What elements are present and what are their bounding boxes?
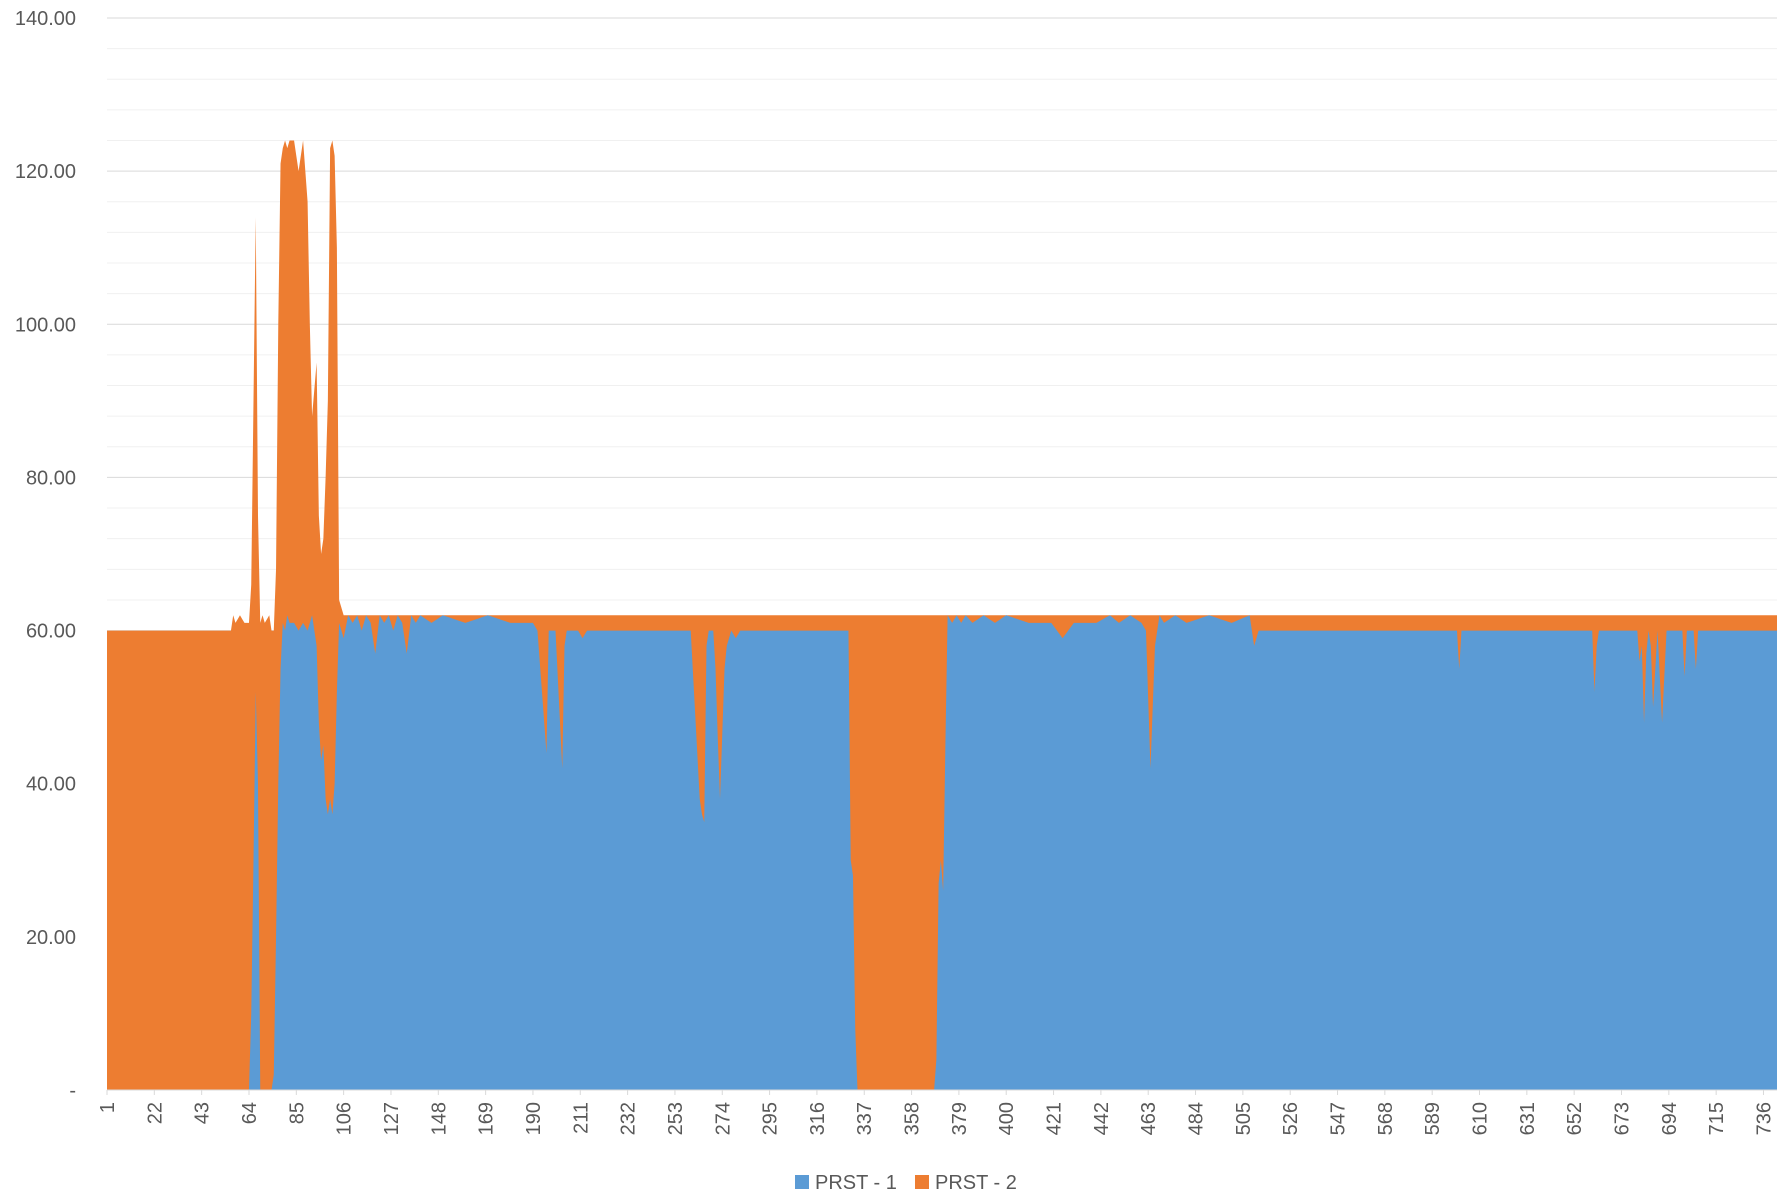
y-tick-label: 60.00	[26, 621, 76, 643]
y-tick-label: 140.00	[15, 8, 76, 30]
x-tick-label: 715	[1706, 1102, 1728, 1135]
legend-swatch-prst-1	[795, 1175, 809, 1189]
y-axis-tick-labels: - 20.00 40.00 60.00 80.00 100.00 120.00 140.00	[15, 8, 76, 1102]
x-tick-label: 1	[97, 1102, 119, 1113]
y-tick-label: 80.00	[26, 467, 76, 489]
x-tick-label: 169	[476, 1102, 498, 1135]
x-tick-label: 190	[523, 1102, 545, 1135]
x-tick-label: 736	[1753, 1102, 1775, 1135]
x-tick-label: 631	[1517, 1102, 1539, 1135]
x-tick-label: 64	[239, 1102, 261, 1124]
x-tick-label: 358	[902, 1102, 924, 1135]
y-tick-label: 100.00	[15, 314, 76, 336]
area-series	[107, 140, 1777, 1090]
y-tick-label: 20.00	[26, 927, 76, 949]
y-tick-label: 120.00	[15, 161, 76, 183]
x-tick-label: 484	[1186, 1102, 1208, 1135]
x-tick-label: 463	[1138, 1102, 1160, 1135]
x-tick-label: 547	[1328, 1102, 1350, 1135]
x-tick-label: 400	[996, 1102, 1018, 1135]
x-tick-label: 652	[1564, 1102, 1586, 1135]
legend: PRST - 1 PRST - 2	[795, 1172, 1017, 1194]
x-axis-tick-labels: 1 22 43 64 85 106 127 148 169 190 211 232 253 274 295 3…	[97, 1090, 1775, 1135]
x-tick-label: 316	[807, 1102, 829, 1135]
x-tick-label: 673	[1611, 1102, 1633, 1135]
x-tick-label: 694	[1659, 1102, 1681, 1135]
x-tick-label: 22	[144, 1102, 166, 1124]
series-area-prst-1	[107, 615, 1777, 1090]
x-tick-label: 442	[1091, 1102, 1113, 1135]
legend-label-prst-1: PRST - 1	[815, 1172, 897, 1194]
x-tick-label: 526	[1280, 1102, 1302, 1135]
legend-swatch-prst-2	[915, 1175, 929, 1189]
y-tick-label: 40.00	[26, 774, 76, 796]
x-tick-label: 295	[760, 1102, 782, 1135]
x-tick-label: 232	[618, 1102, 640, 1135]
y-tick-label: -	[69, 1080, 76, 1102]
x-tick-label: 421	[1044, 1102, 1066, 1135]
x-tick-label: 568	[1375, 1102, 1397, 1135]
x-tick-label: 505	[1233, 1102, 1255, 1135]
x-tick-label: 274	[712, 1102, 734, 1135]
x-tick-label: 43	[192, 1102, 214, 1124]
x-tick-label: 379	[949, 1102, 971, 1135]
x-tick-label: 610	[1470, 1102, 1492, 1135]
x-tick-label: 148	[428, 1102, 450, 1135]
x-tick-label: 253	[665, 1102, 687, 1135]
x-tick-label: 85	[286, 1102, 308, 1124]
x-tick-label: 589	[1422, 1102, 1444, 1135]
x-tick-label: 211	[570, 1102, 592, 1134]
x-tick-label: 127	[381, 1102, 403, 1135]
x-tick-label: 106	[334, 1102, 356, 1135]
x-tick-label: 337	[854, 1102, 876, 1135]
legend-label-prst-2: PRST - 2	[935, 1172, 1017, 1194]
